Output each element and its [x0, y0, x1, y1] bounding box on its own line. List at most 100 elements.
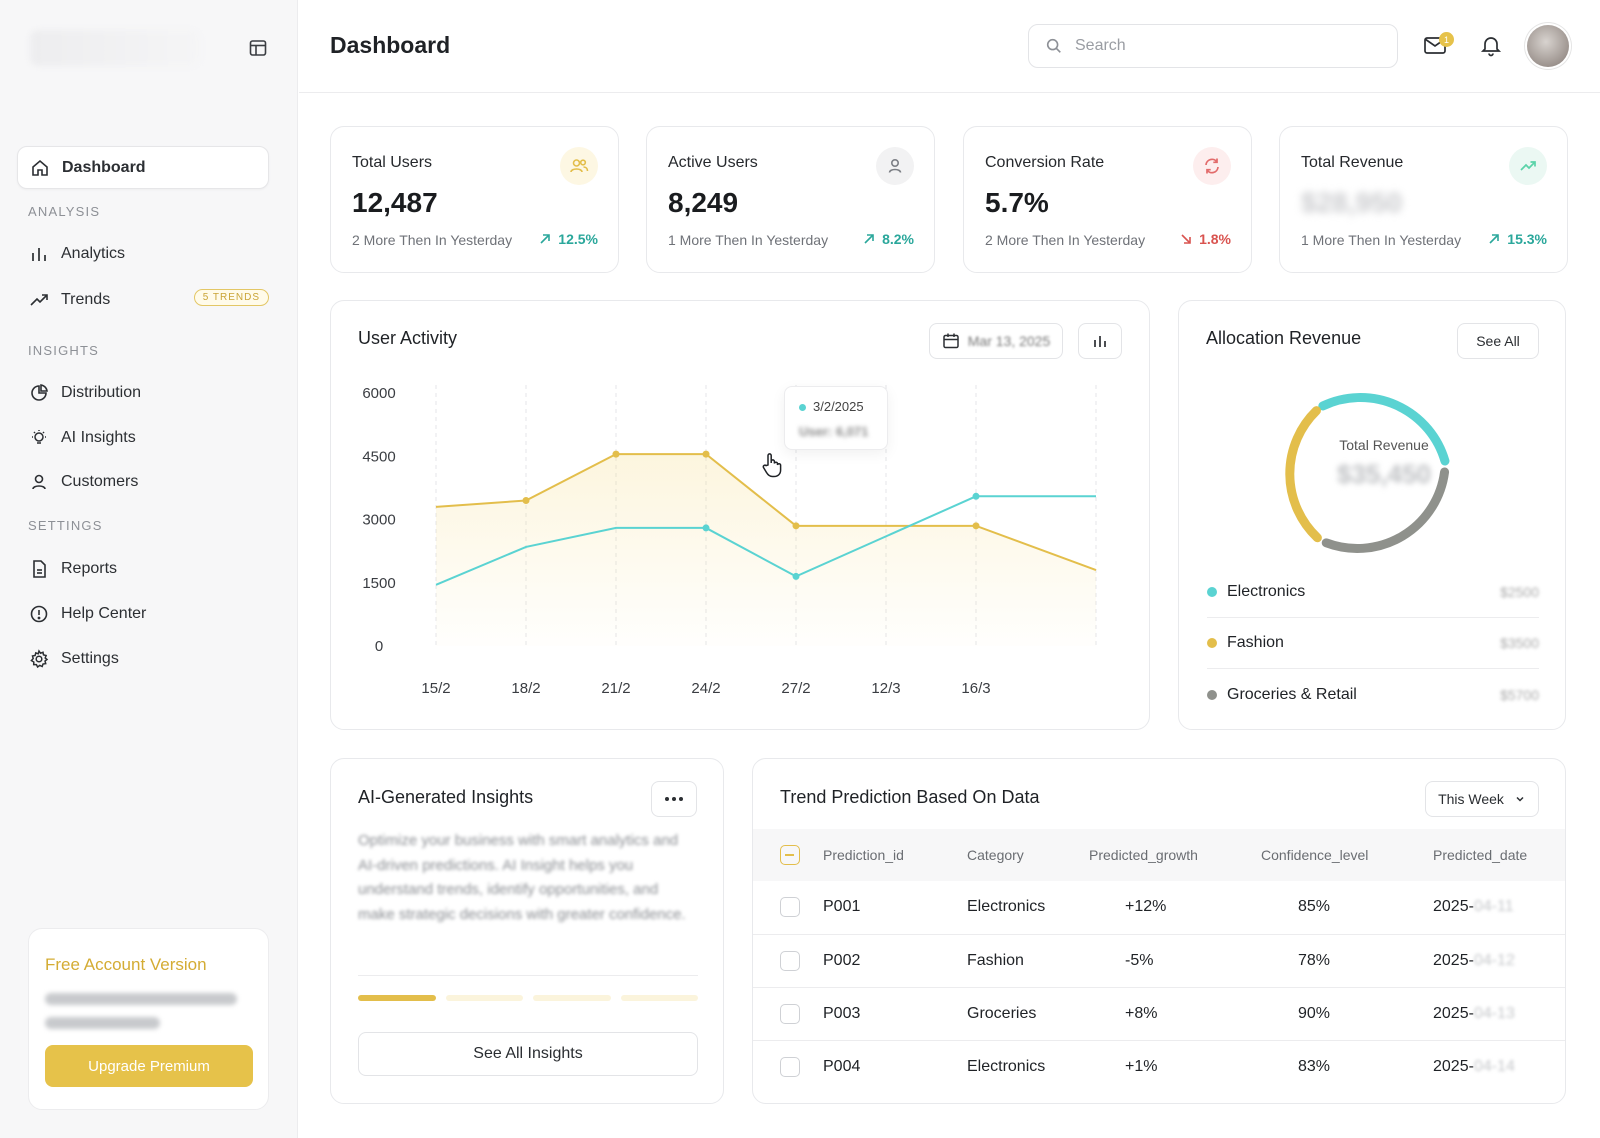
- row-checkbox[interactable]: [780, 897, 800, 918]
- x-tick-label: 24/2: [691, 680, 720, 697]
- ai-insights-panel: AI-Generated Insights Optimize your busi…: [330, 758, 724, 1104]
- bell-icon[interactable]: [1479, 33, 1503, 57]
- legend-dot: [1207, 587, 1217, 597]
- trends-count-badge: 5 TRENDS: [193, 289, 269, 306]
- cell-prediction-id: P003: [823, 1004, 861, 1022]
- user-icon: [888, 158, 902, 173]
- lightbulb-icon: [32, 429, 46, 444]
- stat-label: Active Users: [668, 154, 758, 171]
- sidebar-item-ai-insights[interactable]: AI Insights: [17, 416, 269, 459]
- nav-section-settings: SETTINGS: [28, 518, 103, 533]
- ellipsis-icon: [665, 797, 683, 801]
- y-tick-label: 1500: [362, 575, 395, 592]
- column-header[interactable]: Prediction_id: [823, 847, 904, 863]
- sidebar-item-dashboard[interactable]: Dashboard: [17, 146, 269, 189]
- more-options-button[interactable]: [651, 781, 697, 817]
- insights-progress: [358, 995, 698, 1001]
- column-header[interactable]: Predicted_date: [1433, 847, 1528, 863]
- sidebar-toggle-icon[interactable]: [248, 38, 268, 58]
- chart-type-button[interactable]: [1078, 323, 1122, 359]
- top-header: Dashboard 1: [299, 0, 1600, 93]
- sidebar-item-label: Trends: [61, 290, 111, 308]
- sidebar-item-distribution[interactable]: Distribution: [17, 371, 269, 414]
- select-all-checkbox[interactable]: [780, 845, 800, 865]
- nav-section-insights: INSIGHTS: [28, 343, 99, 358]
- stat-card-total-revenue: Total Revenue $28,950 1 More Then In Yes…: [1279, 126, 1568, 273]
- panel-title: User Activity: [358, 328, 458, 348]
- sidebar-item-help-center[interactable]: Help Center: [17, 592, 269, 635]
- week-filter-dropdown[interactable]: This Week: [1425, 781, 1539, 817]
- column-header[interactable]: Predicted_growth: [1089, 847, 1198, 863]
- stat-value: $28,950: [1301, 187, 1403, 218]
- data-point-series-2: [702, 524, 710, 532]
- cell-growth: -5%: [1125, 951, 1154, 969]
- x-tick-label: 12/3: [871, 680, 900, 697]
- stat-change: 12.5%: [538, 231, 598, 247]
- table-row[interactable]: P001 Electronics +12% 85% 2025-04-11: [753, 881, 1565, 934]
- stat-card-conversion-rate: Conversion Rate 5.7% 2 More Then In Yest…: [963, 126, 1252, 273]
- revenue-donut-chart: [1285, 393, 1450, 553]
- sidebar-item-label: Distribution: [61, 383, 142, 401]
- avatar[interactable]: [1527, 25, 1569, 67]
- column-header[interactable]: Category: [967, 847, 1024, 863]
- search-box[interactable]: [1028, 24, 1398, 68]
- cell-growth: +8%: [1125, 1004, 1158, 1022]
- cell-date: 2025-04-14: [1433, 1040, 1565, 1093]
- sidebar-item-reports[interactable]: Reports: [17, 547, 269, 590]
- cell-category: Electronics: [967, 1057, 1046, 1075]
- cell-date: 2025-04-11: [1433, 881, 1565, 934]
- tooltip-date: 3/2/2025: [813, 399, 864, 414]
- date-visible: 2025-: [1433, 1057, 1474, 1075]
- donut-center-label: Total Revenue: [1339, 437, 1429, 453]
- stat-value: 8,249: [668, 187, 739, 218]
- sidebar-item-label: AI Insights: [61, 428, 136, 446]
- stat-value: 5.7%: [985, 187, 1049, 218]
- progress-segment: [445, 995, 523, 1001]
- cell-category: Fashion: [967, 951, 1024, 969]
- table-row[interactable]: P002 Fashion -5% 78% 2025-04-12: [753, 934, 1565, 987]
- sidebar-item-label: Analytics: [61, 244, 126, 262]
- row-select-cell: [753, 1040, 823, 1093]
- legend-amount: $5700: [1500, 686, 1539, 703]
- sidebar-item-customers[interactable]: Customers: [17, 460, 269, 503]
- sidebar-item-analytics[interactable]: Analytics: [17, 232, 269, 275]
- donut-segment-electronics: [1318, 393, 1450, 466]
- upgrade-description-blurred: [45, 1017, 160, 1029]
- sidebar-item-trends[interactable]: Trends 5 TRENDS: [17, 278, 269, 321]
- legend-row-fashion: Fashion $3500: [1207, 618, 1539, 669]
- panel-title: AI-Generated Insights: [358, 787, 534, 807]
- see-all-button[interactable]: See All: [1457, 323, 1539, 359]
- panel-title: Trend Prediction Based On Data: [780, 787, 1040, 807]
- stat-change: 1.8%: [1179, 231, 1231, 247]
- row-checkbox[interactable]: [780, 1056, 800, 1077]
- row-checkbox[interactable]: [780, 1003, 800, 1024]
- date-picker-button[interactable]: Mar 13, 2025: [929, 323, 1063, 359]
- progress-segment: [533, 995, 611, 1001]
- legend-dot: [1207, 689, 1217, 700]
- row-select-cell: [753, 934, 823, 987]
- progress-segment: [358, 995, 436, 1001]
- cell-growth: +1%: [1125, 1057, 1158, 1075]
- stat-subtext: 1 More Then In Yesterday: [668, 232, 829, 248]
- search-input[interactable]: [1075, 37, 1375, 55]
- mail-count-badge: 1: [1439, 32, 1454, 47]
- data-point-series-1: [702, 450, 710, 458]
- sidebar-item-settings[interactable]: Settings: [17, 637, 269, 680]
- date-blurred: 04-13: [1473, 1004, 1515, 1022]
- cell-date: 2025-04-13: [1433, 987, 1565, 1040]
- table-row[interactable]: P004 Electronics +1% 83% 2025-04-14: [753, 1040, 1565, 1093]
- date-visible: 2025-: [1433, 1004, 1474, 1022]
- donut-segment-fashion: [1285, 406, 1322, 543]
- upgrade-premium-button[interactable]: Upgrade Premium: [45, 1045, 253, 1087]
- date-blurred: 04-12: [1473, 951, 1515, 969]
- table-row[interactable]: P003 Groceries +8% 90% 2025-04-13: [753, 987, 1565, 1040]
- user-activity-chart: 15/2 18/2 21/2 24/2 27/2 12/3 16/3 0 1500 3000 450…: [362, 385, 1097, 697]
- see-all-insights-button[interactable]: See All Insights: [358, 1032, 698, 1076]
- donut-center-value: $35,450: [1337, 459, 1431, 489]
- column-header[interactable]: Confidence_level: [1261, 847, 1369, 863]
- date-visible: 2025-: [1433, 898, 1474, 916]
- cell-prediction-id: P002: [823, 951, 861, 969]
- home-icon: [32, 159, 48, 176]
- stat-label: Total Revenue: [1301, 154, 1404, 171]
- row-checkbox[interactable]: [780, 950, 800, 971]
